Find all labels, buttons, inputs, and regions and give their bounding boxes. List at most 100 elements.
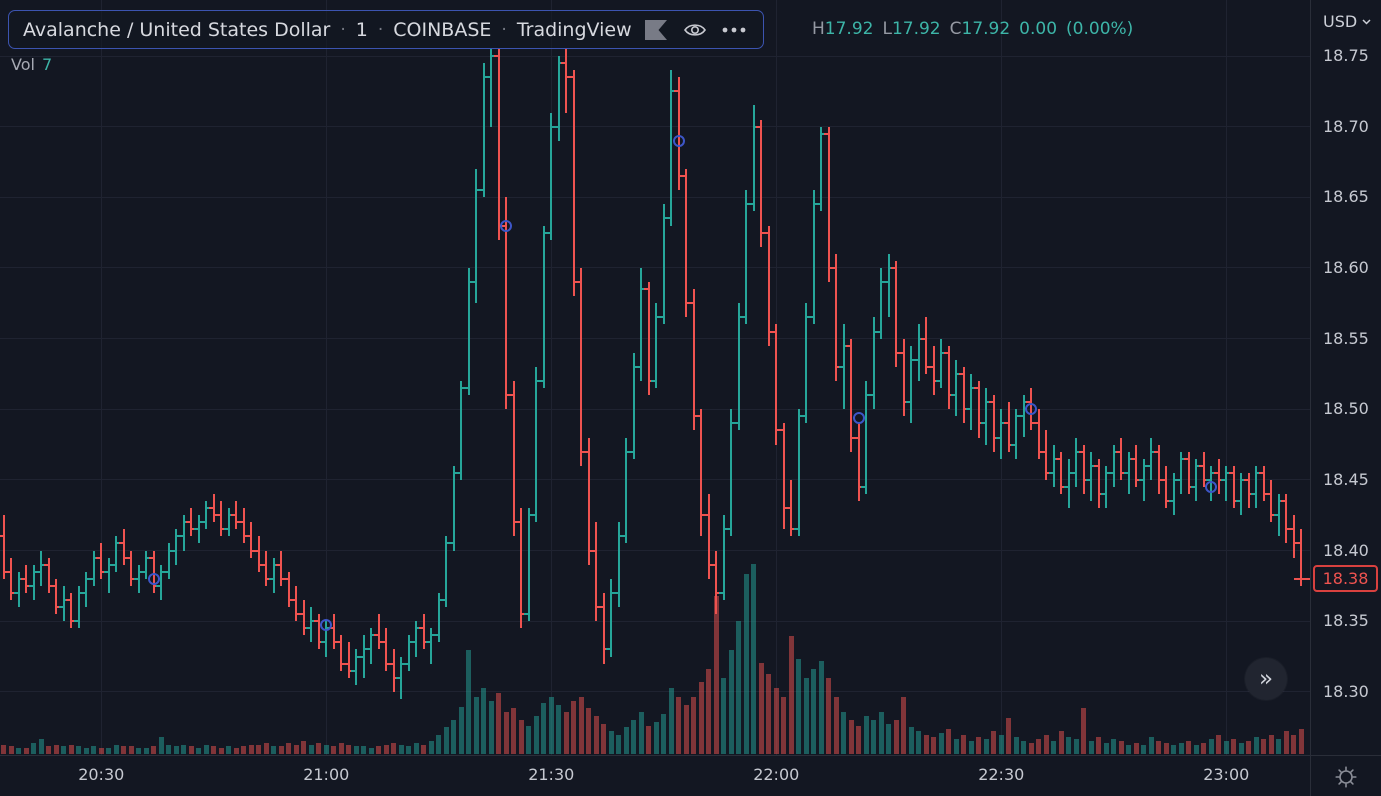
volume-bar [631,719,637,754]
volume-bar [443,727,449,754]
volume-bar [1,744,7,754]
volume-bar [623,727,629,754]
volume-bar [68,744,74,754]
volume-bar [788,636,794,754]
ohlc-open-tick [51,584,56,587]
ohlc-bar [1150,437,1153,480]
volume-bar [1036,738,1042,754]
time-axis[interactable]: 20:30 21:00 21:30 22:00 22:30 23:00 [0,755,1381,796]
ohlc-bar [707,494,710,579]
ohlc-open-tick [478,189,483,192]
ohlc-bar [850,338,853,452]
time-axis-settings-button[interactable] [1310,756,1381,796]
ohlc-bar [820,126,823,212]
ohlc-bar [497,48,500,240]
volume-bar [901,697,907,754]
ohlc-open-tick [1138,478,1143,481]
go-to-realtime-button[interactable]: » [1245,658,1287,700]
volume-bar [1193,744,1199,754]
ohlc-open-tick [606,648,611,651]
volume-bar [818,660,824,754]
ohlc-open-tick [853,436,858,439]
eye-icon[interactable] [680,15,710,45]
symbol-legend-box[interactable]: Avalanche / United States Dollar · 1 · C… [8,10,764,49]
ohlc-bar [715,550,718,615]
ohlc-bar [137,564,140,593]
price-label: 18.70 [1323,116,1369,136]
volume-bar [1066,736,1072,754]
price-axis[interactable]: USD 18.38 18.75 18.70 18.65 18.60 18.55 18.50… [1310,0,1381,796]
ohlc-bar [1135,444,1138,487]
ohlc-open-tick [441,599,446,601]
ohlc-open-tick [531,514,536,517]
volume-bar [683,704,689,754]
ohlc-open-tick [28,584,33,587]
currency-dropdown[interactable]: USD [1323,12,1371,31]
volume-bar [121,746,127,754]
ohlc-open-tick [816,203,821,206]
grid-v-line [1226,0,1227,755]
volume-bar [803,678,809,754]
double-chevron-right-icon: » [1258,666,1274,692]
ohlc-bar [340,635,343,671]
chart-pane[interactable] [0,0,1310,755]
volume-bar [1096,736,1102,754]
volume-bar [938,733,944,754]
volume-bar [736,621,742,754]
ohlc-open-tick [613,591,618,594]
ohlc-bar [767,225,770,346]
ohlc-bar [895,260,898,367]
ohlc-bar [932,345,935,396]
ohlc-bar [460,380,463,480]
grid-v-line [326,0,327,755]
trade-marker [852,411,865,424]
ohlc-open-tick [291,599,296,601]
ohlc-bar [77,585,80,629]
volume-bar [976,736,982,754]
volume-bar [1163,742,1169,754]
ohlc-bar [505,197,508,410]
volume-bar [616,735,622,754]
ohlc-open-tick [591,549,596,552]
volume-bar [826,678,832,754]
ohlc-open-tick [6,570,11,573]
volume-bar [668,687,674,754]
ohlc-open-tick [936,379,941,382]
ohlc-bar [452,465,455,551]
volume-bar [1283,731,1289,754]
volume-bar [368,748,374,754]
provider-label: TradingView [516,18,632,41]
volume-bar [878,712,884,754]
volume-bar [428,740,434,754]
volume-bar [76,746,82,754]
ohlc-open-tick [996,436,1001,439]
ohlc-bar [482,63,485,198]
ohlc-open-tick [1251,493,1256,496]
ohlc-bar [122,529,125,565]
more-options-icon[interactable] [719,15,749,45]
ohlc-open-tick [523,613,528,616]
volume-bar [346,744,352,754]
ohlc-open-tick [261,563,266,566]
ohlc-open-tick [88,577,93,580]
ohlc-open-tick [298,613,303,616]
ohlc-bar [947,345,950,410]
ohlc-open-tick [1236,500,1241,503]
ohlc-open-tick [1086,478,1091,481]
volume-bar [1103,742,1109,754]
ohlc-open-tick [1258,471,1263,474]
ohlc-open-tick [231,514,236,517]
ohlc-bar [542,225,545,389]
ohlc-open-tick [1221,478,1226,481]
ohlc-open-tick [1101,493,1106,496]
volume-bar [556,704,562,754]
ohlc-open-tick [658,316,663,319]
ohlc-open-tick [1161,478,1166,481]
ohlc-bar [962,366,965,424]
ohlc-bar [437,592,440,643]
ohlc-open-tick [838,365,843,368]
volume-bar [38,738,44,754]
volume-bar [98,748,104,754]
volume-bar [593,716,599,754]
volume-bar [466,649,472,754]
